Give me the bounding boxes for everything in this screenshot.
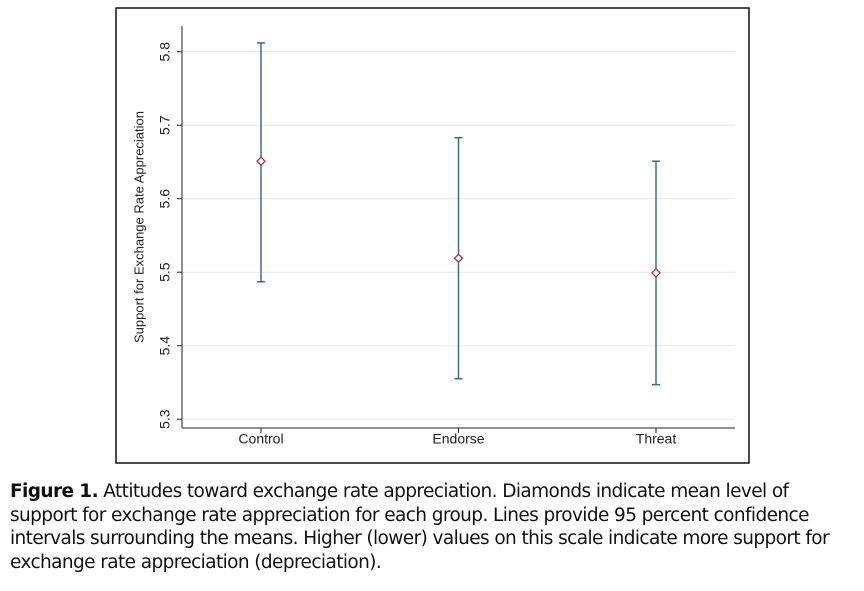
mean-marker: [256, 156, 266, 167]
x-tick-label: Threat: [636, 431, 677, 447]
y-tick-label: 5.3: [157, 409, 173, 429]
y-tick-label: 5.6: [157, 189, 173, 209]
mean-marker: [651, 268, 661, 278]
y-tick-label: 5.7: [157, 115, 173, 135]
chart-frame: [115, 7, 750, 464]
mean-marker: [453, 253, 464, 264]
x-tick-label: Endorse: [432, 431, 484, 447]
y-tick-label: 5.5: [157, 262, 173, 282]
x-tick-label: Control: [238, 431, 283, 447]
y-axis-title: Support for Exchange Rate Appreciation: [131, 111, 146, 343]
caption-label: Figure 1.: [10, 481, 99, 502]
chart: Support for Exchange Rate Appreciation 5…: [115, 7, 750, 464]
y-tick-label: 5.4: [157, 336, 173, 356]
y-tick-label: 5.8: [157, 42, 173, 62]
caption-text: Attitudes toward exchange rate appreciat…: [10, 481, 830, 573]
caption: Figure 1. Attitudes toward exchange rate…: [10, 480, 858, 574]
